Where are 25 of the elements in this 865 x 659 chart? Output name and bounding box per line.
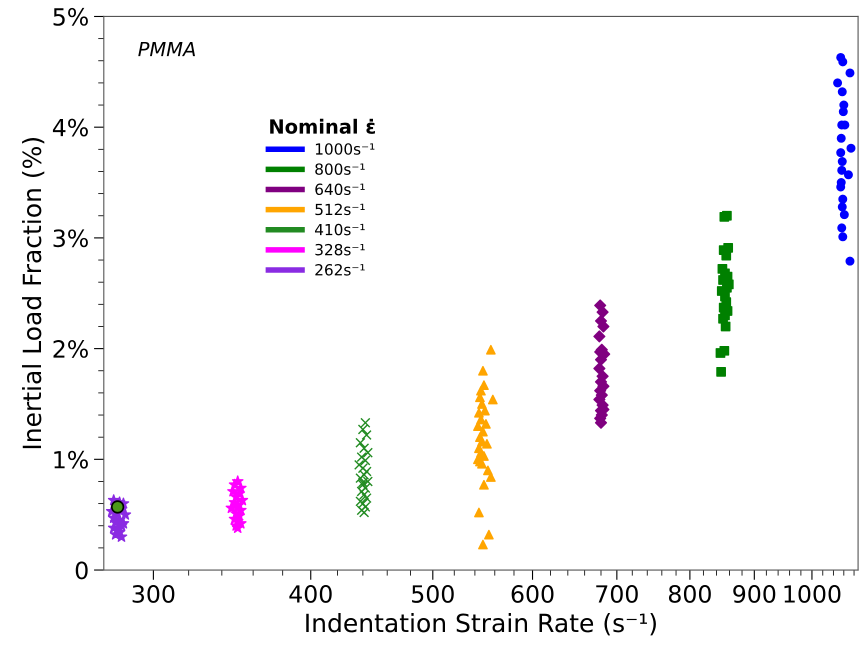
x-tick-label: 500 xyxy=(412,585,454,603)
x-tick-label: 600 xyxy=(512,585,554,603)
y-tick-label: 3% xyxy=(54,229,88,248)
x-tick-label: 700 xyxy=(596,585,638,603)
x-tick-label: 1000 xyxy=(784,585,840,603)
legend-label: 410s⁻¹ xyxy=(314,224,365,236)
legend-label: 1000s⁻¹ xyxy=(316,143,374,155)
y-tick-label: 5% xyxy=(54,8,88,26)
x-tick-label: 300 xyxy=(132,585,174,603)
legend-label: 800s⁻¹ xyxy=(315,163,365,175)
legend-title: Nominal ε̇ xyxy=(270,118,375,134)
x-tick-label: 900 xyxy=(733,585,776,603)
y-tick-label: 1% xyxy=(54,450,88,469)
legend-label: 640s⁻¹ xyxy=(315,183,365,196)
legend-label: 262s⁻¹ xyxy=(315,264,365,276)
x-tick-label: 800 xyxy=(668,585,711,603)
annotation: PMMA xyxy=(138,42,195,56)
legend-label: 512s⁻¹ xyxy=(315,204,365,216)
y-tick-label: 0 xyxy=(76,561,88,580)
y-axis-title: Inertial Load Fraction (%) xyxy=(22,138,44,448)
x-tick-label: 400 xyxy=(289,585,332,603)
y-tick-label: 2% xyxy=(53,340,88,358)
legend-label: 328s⁻¹ xyxy=(315,244,365,256)
x-axis-title: Indentation Strain Rate (s⁻¹) xyxy=(306,613,656,636)
y-tick-label: 4% xyxy=(52,118,88,136)
